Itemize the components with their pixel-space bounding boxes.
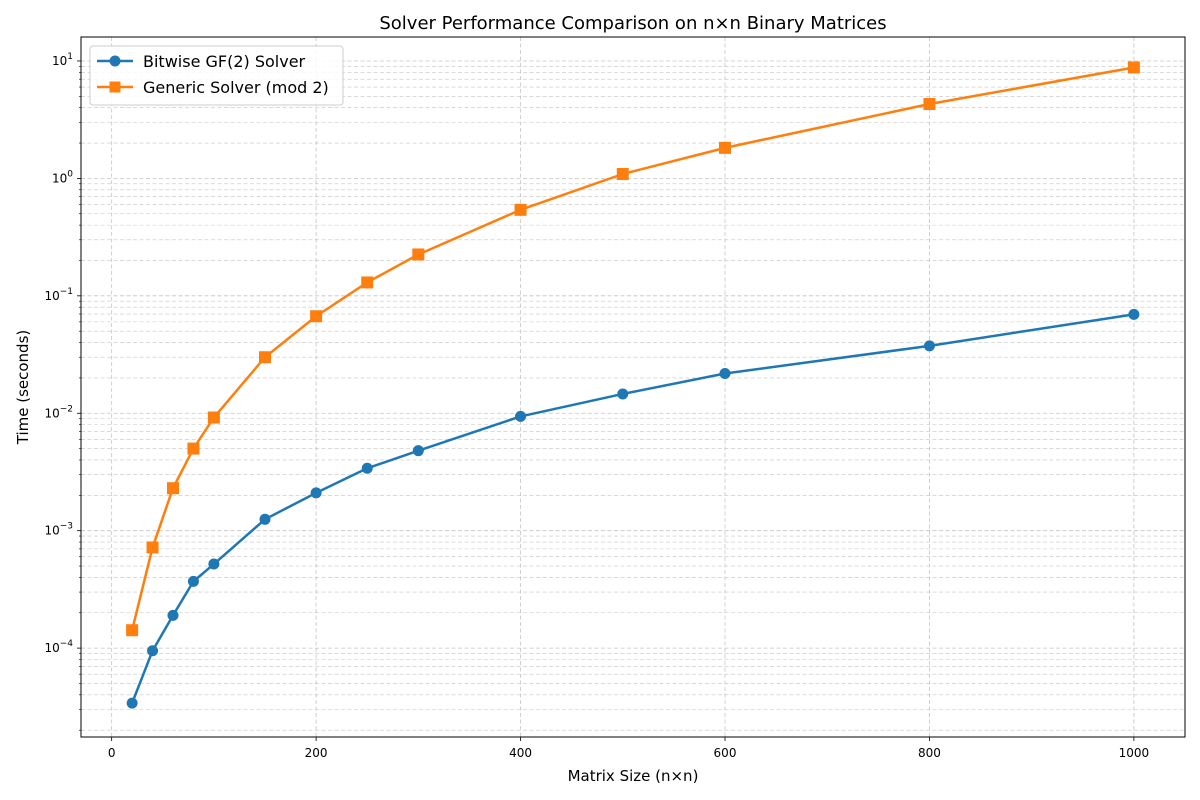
data-point bbox=[412, 248, 425, 261]
series-bitwise bbox=[126, 308, 1140, 709]
data-point bbox=[719, 141, 731, 154]
legend-marker-circle bbox=[109, 55, 121, 67]
ticks: 0 200 400 600 800 1000 10−4 10−3 10−2 10−1 100 101 bbox=[44, 52, 1149, 760]
data-point bbox=[310, 487, 322, 499]
legend-box bbox=[89, 45, 344, 106]
data-point bbox=[259, 513, 271, 525]
data-point bbox=[147, 645, 159, 657]
series-layer bbox=[126, 61, 1140, 709]
legend-label-bitwise: Bitwise GF(2) Solver bbox=[143, 52, 306, 71]
y-tick-label: 10−4 bbox=[44, 639, 73, 655]
data-point bbox=[617, 388, 629, 400]
data-point bbox=[187, 442, 200, 455]
y-tick-label: 100 bbox=[52, 169, 73, 185]
x-tick-label: 400 bbox=[509, 746, 532, 760]
legend: Bitwise GF(2) Solver Generic Solver (mod… bbox=[89, 45, 344, 106]
x-tick-label: 0 bbox=[108, 746, 116, 760]
data-point bbox=[514, 203, 527, 216]
data-point bbox=[207, 411, 220, 424]
data-point bbox=[1127, 61, 1140, 74]
data-point bbox=[719, 368, 731, 380]
legend-label-generic: Generic Solver (mod 2) bbox=[143, 78, 329, 97]
data-point bbox=[167, 609, 179, 621]
y-tick-label: 101 bbox=[52, 52, 73, 68]
plot-frame bbox=[80, 36, 1186, 738]
x-tick-label: 600 bbox=[714, 746, 737, 760]
data-point bbox=[167, 482, 179, 495]
chart-title: Solver Performance Comparison on n×n Bin… bbox=[379, 13, 886, 34]
data-point bbox=[126, 624, 139, 637]
x-tick-label: 800 bbox=[918, 746, 941, 760]
y-tick-label: 10−2 bbox=[44, 404, 73, 420]
data-point bbox=[616, 168, 629, 181]
x-axis-label: Matrix Size (n×n) bbox=[568, 767, 699, 785]
series-line bbox=[130, 66, 1135, 631]
data-point bbox=[310, 310, 323, 323]
data-point bbox=[259, 351, 271, 364]
data-point bbox=[923, 340, 935, 352]
series-line bbox=[130, 313, 1135, 704]
data-point bbox=[187, 575, 199, 587]
legend-entry-generic: Generic Solver (mod 2) bbox=[97, 78, 329, 97]
y-axis-label: Time (seconds) bbox=[14, 330, 32, 446]
data-point bbox=[361, 276, 374, 289]
y-tick-label: 10−3 bbox=[44, 522, 73, 538]
legend-entry-bitwise: Bitwise GF(2) Solver bbox=[97, 52, 306, 71]
legend-marker-square bbox=[109, 81, 121, 93]
data-point bbox=[412, 445, 424, 457]
x-tick-label: 1000 bbox=[1119, 746, 1150, 760]
data-point bbox=[126, 697, 138, 709]
data-point bbox=[146, 541, 159, 554]
data-point bbox=[515, 410, 527, 422]
data-point bbox=[1128, 308, 1140, 320]
x-tick-label: 200 bbox=[305, 746, 328, 760]
data-point bbox=[923, 98, 936, 111]
series-generic bbox=[126, 61, 1140, 637]
data-point bbox=[361, 462, 373, 474]
data-point bbox=[208, 558, 220, 570]
y-tick-label: 10−1 bbox=[44, 287, 73, 303]
